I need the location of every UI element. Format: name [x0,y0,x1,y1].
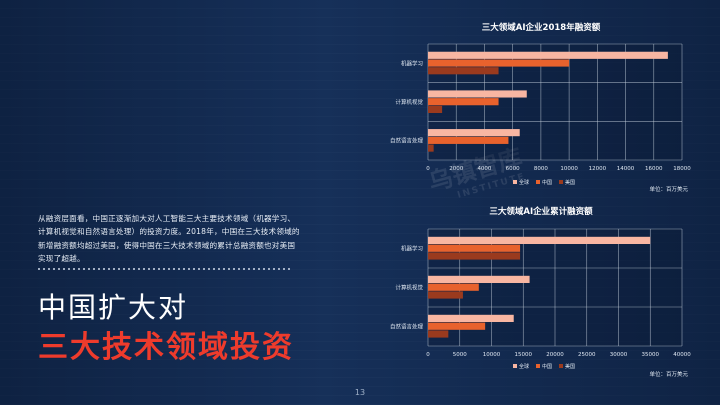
heading-line-1: 中国扩大对 [38,291,189,324]
bar [428,136,509,144]
category-label: 机器学习 [401,245,423,253]
description-paragraph: 从融资层面看，中国正逐渐加大对人工智能三大主要技术领域（机器学习、计算机视觉和自… [38,214,300,264]
x-tick-label: 5000 [453,352,467,358]
bar [428,275,530,283]
bar [428,105,443,113]
bar [428,98,499,106]
category-label: 自然语言处理 [390,137,424,145]
category-label: 自然语言处理 [390,323,424,331]
x-tick-label: 10000 [560,166,578,172]
x-tick-label: 4000 [477,166,491,172]
x-tick-label: 8000 [534,166,548,172]
bar [428,144,434,152]
x-tick-label: 30000 [610,352,628,358]
x-tick-label: 0 [426,352,430,358]
x-tick-label: 40000 [673,352,691,358]
bar [428,283,479,291]
bar [428,322,486,330]
bar [428,330,449,338]
unit-label: 单位：百万美元 [649,185,688,193]
bar [428,252,521,260]
legend-swatch [513,364,517,368]
bar [428,236,651,244]
x-tick-label: 16000 [645,166,663,172]
legend-label: 美国 [565,179,575,186]
x-tick-label: 6000 [506,166,520,172]
bar [428,291,463,299]
legend-swatch [536,180,540,184]
x-tick-label: 15000 [515,352,533,358]
bar [428,314,514,322]
legend-label: 美国 [565,363,575,370]
x-tick-label: 35000 [642,352,660,358]
bar [428,129,520,137]
bar [428,59,570,67]
legend-swatch [559,364,563,368]
category-label: 计算机视觉 [395,98,423,106]
bar [428,67,499,75]
dotted-divider [38,268,292,270]
x-tick-label: 2000 [449,166,463,172]
bar [428,51,668,59]
legend-swatch [559,180,563,184]
bar [428,90,527,98]
heading-line-2: 三大技术领域投资 [38,330,294,365]
unit-label: 单位：百万美元 [649,370,688,378]
x-tick-label: 14000 [617,166,635,172]
legend-swatch [536,364,540,368]
legend-label: 全球 [519,363,529,370]
category-label: 计算机视觉 [395,284,423,292]
legend-label: 中国 [542,363,552,370]
legend-label: 全球 [519,179,529,186]
x-tick-label: 10000 [483,352,501,358]
legend-label: 中国 [542,179,552,186]
bar [428,244,521,252]
chart-title: 三大领域AI企业累计融资额 [489,206,593,217]
x-tick-label: 0 [426,166,430,172]
legend-swatch [513,180,517,184]
x-tick-label: 12000 [589,166,607,172]
x-tick-label: 18000 [673,166,691,172]
x-tick-label: 25000 [578,352,596,358]
x-tick-label: 20000 [546,352,564,358]
page-number: 13 [354,388,366,397]
category-label: 机器学习 [401,59,423,67]
chart-title: 三大领域AI企业2018年融资额 [482,22,601,33]
